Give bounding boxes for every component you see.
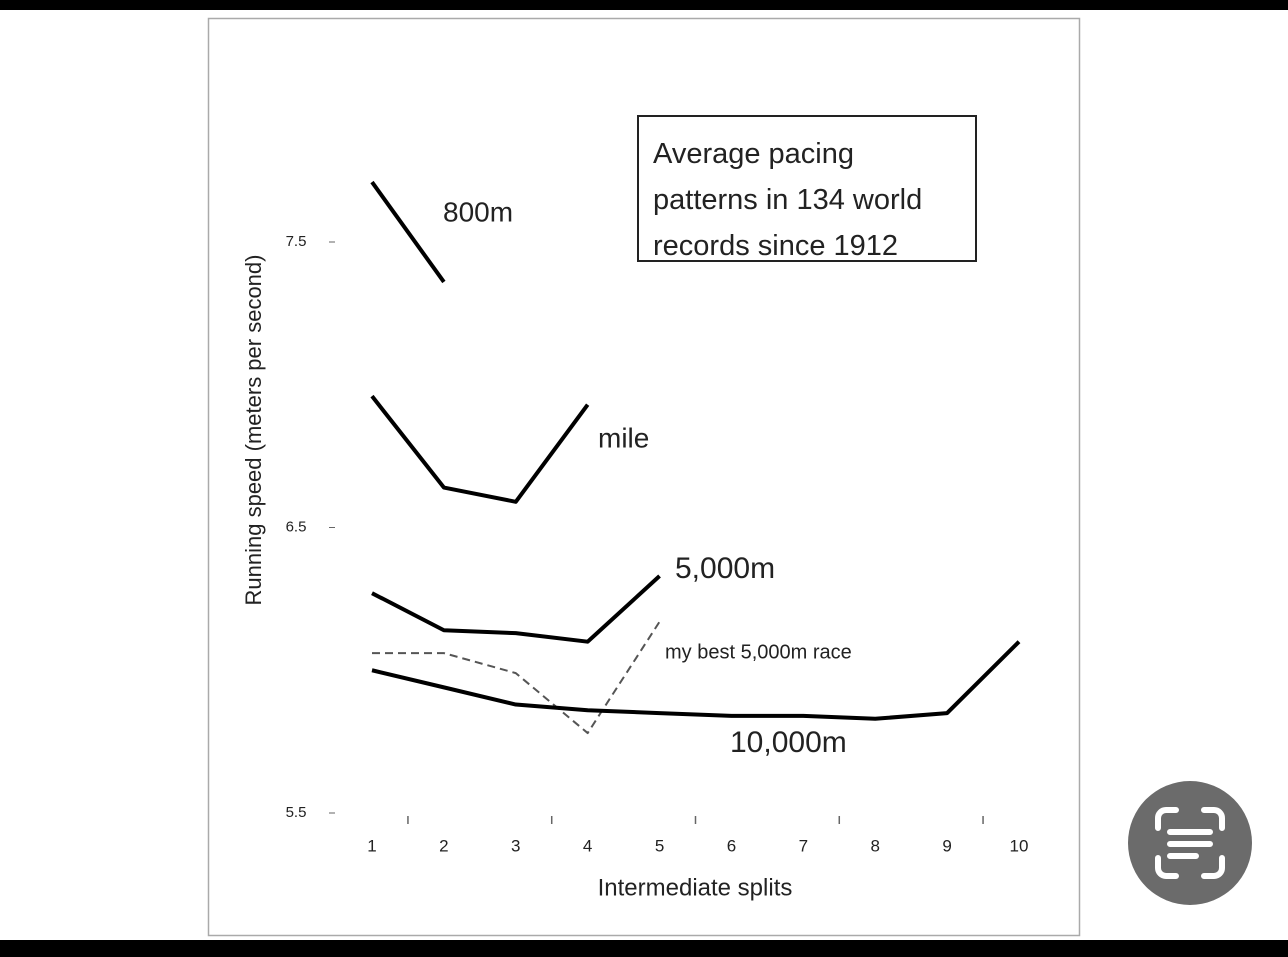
series-line xyxy=(372,621,661,735)
chart-title: Average pacing patterns in 134 world rec… xyxy=(637,115,977,262)
x-tick-label: 2 xyxy=(439,836,448,855)
series-label: mile xyxy=(598,422,649,453)
series-label: 10,000m xyxy=(730,726,847,759)
frame xyxy=(207,17,1081,937)
x-tick-label: 9 xyxy=(942,836,951,855)
x-tick-label: 6 xyxy=(727,836,736,855)
series-line xyxy=(371,574,661,644)
series-line xyxy=(371,640,1021,721)
x-tick-label: 7 xyxy=(799,836,808,855)
y-tick-label: 5.5 xyxy=(286,804,307,821)
series-label: 800m xyxy=(443,196,513,227)
y-tick-label: 7.5 xyxy=(286,233,307,250)
x-tick-label: 5 xyxy=(655,836,664,855)
series-line xyxy=(370,180,446,284)
top-bar xyxy=(0,0,1288,10)
series-label: 5,000m xyxy=(675,552,775,585)
x-tick-label: 1 xyxy=(367,836,376,855)
x-tick-label: 8 xyxy=(870,836,879,855)
x-tick-label: 3 xyxy=(511,836,520,855)
x-tick-label: 4 xyxy=(583,836,592,855)
y-axis-label: Running speed (meters per second) xyxy=(241,255,266,606)
y-tick-label: 6.5 xyxy=(286,518,307,535)
lens-icon xyxy=(1155,807,1225,879)
x-axis-label: Intermediate splits xyxy=(598,874,793,901)
bottom-bar xyxy=(0,940,1288,957)
series-line xyxy=(370,394,590,504)
series-label: my best 5,000m race xyxy=(665,641,852,663)
lens-button[interactable] xyxy=(1128,781,1252,905)
x-tick-label: 10 xyxy=(1010,836,1029,855)
